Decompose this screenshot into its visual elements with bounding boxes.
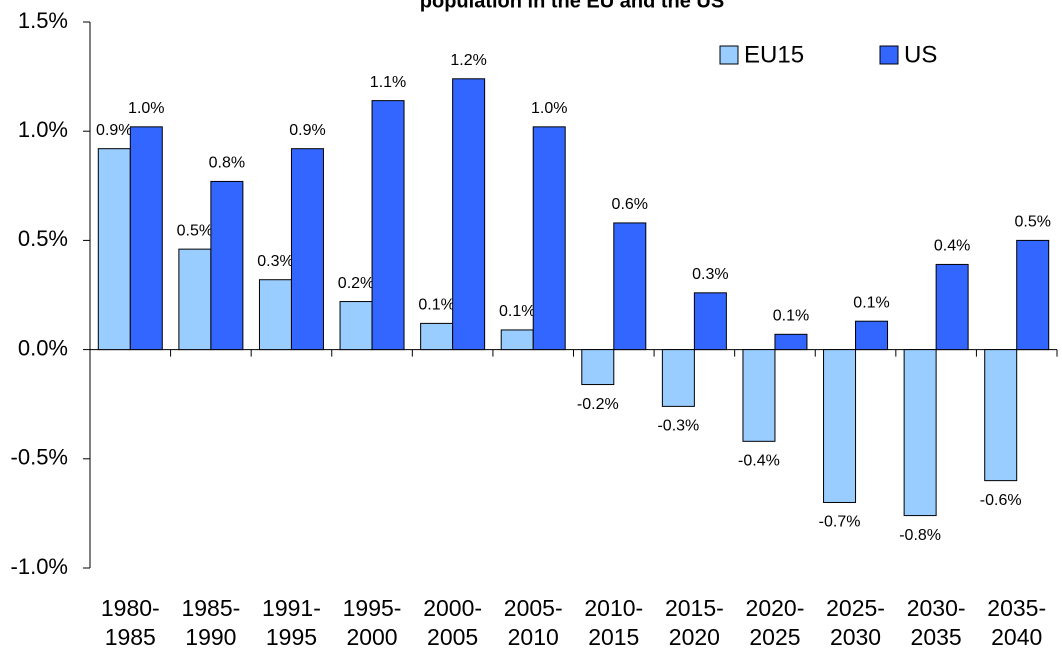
data-label: 0.2% [338, 275, 374, 292]
x-tick-label: 2025- 2030 [826, 595, 885, 650]
bar [855, 320, 889, 351]
x-tick-label: 2010- 2015 [584, 595, 644, 650]
data-label: 0.1% [853, 294, 889, 311]
x-tick-label: 1995- 2000 [342, 595, 402, 650]
data-label: 0.6% [612, 196, 648, 213]
bar [258, 279, 292, 351]
bar [693, 292, 727, 351]
bar [823, 349, 857, 503]
y-tick-label: 1.0% [18, 117, 68, 142]
x-tick-label: 1980- 1985 [100, 595, 160, 650]
y-tick-label: 0.0% [18, 335, 68, 360]
data-label: -0.3% [657, 418, 699, 435]
bar [774, 333, 808, 351]
y-tick-label: -1.0% [11, 554, 68, 579]
bar [984, 349, 1018, 482]
bar [903, 349, 937, 517]
data-label: -0.4% [738, 453, 780, 470]
x-tick-label: 2030- 2035 [906, 595, 966, 650]
bar [210, 180, 244, 351]
bar [178, 248, 212, 351]
bar [500, 329, 534, 351]
bar [129, 126, 163, 351]
data-label: 1.0% [128, 100, 164, 117]
legend-swatch [879, 45, 899, 65]
x-tick-label: 2020- 2025 [745, 595, 805, 650]
data-label: 1.1% [370, 74, 406, 91]
y-tick-label: -0.5% [11, 445, 68, 470]
bar [290, 148, 324, 351]
data-label: 1.2% [450, 52, 486, 69]
data-label: 0.1% [499, 303, 535, 320]
data-label: 1.0% [531, 100, 567, 117]
x-tick-label: 2035- 2040 [987, 595, 1047, 650]
data-label: -0.8% [899, 527, 941, 544]
data-label: 0.9% [96, 122, 132, 139]
data-label: 0.5% [177, 222, 213, 239]
data-label: 0.8% [209, 155, 245, 172]
data-label: -0.6% [980, 492, 1022, 509]
bar [935, 263, 969, 351]
legend-label: US [904, 41, 937, 68]
x-tick-label: 1991- 1995 [262, 595, 321, 650]
data-label: 0.3% [692, 266, 728, 283]
data-label: -0.2% [577, 396, 619, 413]
bar [742, 349, 776, 442]
bar [452, 78, 486, 351]
y-tick-label: 1.5% [18, 8, 68, 33]
bar [532, 126, 566, 351]
x-tick-label: 2005- 2010 [503, 595, 563, 650]
bar [661, 349, 695, 407]
x-tick-label: 2015- 2020 [664, 595, 724, 650]
data-label: 0.1% [418, 297, 454, 314]
data-label: 0.5% [1014, 214, 1050, 231]
y-tick-label: 0.5% [18, 226, 68, 251]
bar [1016, 239, 1050, 351]
chart-title: population in the EU and the US [420, 0, 724, 12]
data-label: 0.4% [934, 238, 970, 255]
bar [420, 322, 454, 351]
x-tick-label: 1985- 1990 [181, 595, 241, 650]
bar [339, 301, 373, 351]
bar [97, 148, 131, 351]
data-label: 0.9% [289, 122, 325, 139]
data-label: 0.1% [773, 308, 809, 325]
bar [613, 222, 647, 351]
legend-label: EU15 [744, 41, 804, 68]
bar [371, 100, 405, 351]
data-label: -0.7% [819, 514, 861, 531]
bar [581, 349, 615, 386]
x-tick-label: 2000- 2005 [423, 595, 483, 650]
data-label: 0.3% [257, 253, 293, 270]
legend-swatch [719, 45, 739, 65]
